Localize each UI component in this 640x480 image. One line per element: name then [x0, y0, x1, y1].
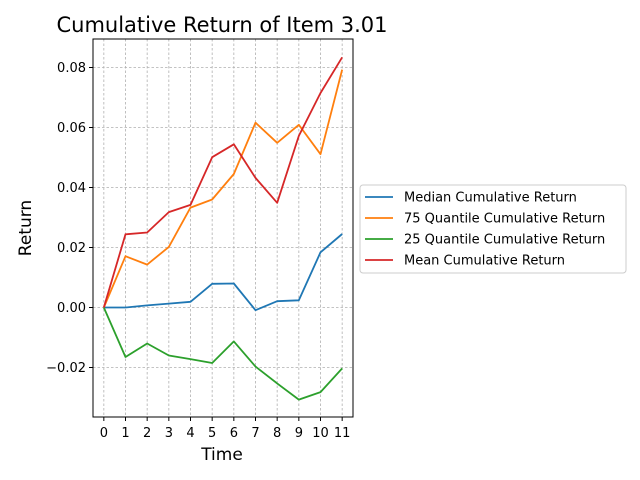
x-tick-label: 10 — [312, 426, 329, 441]
x-tick-label: 8 — [273, 426, 281, 441]
y-tick-label: 0.06 — [57, 121, 86, 136]
series-line-4 — [102, 56, 343, 308]
x-tick-label: 11 — [334, 426, 351, 441]
x-tick-label: 3 — [165, 426, 173, 441]
y-tick-label: 0.02 — [57, 241, 86, 256]
x-axis: 0 1 2 3 4 5 6 7 8 9 10 11 — [100, 417, 351, 441]
legend-label: Median Cumulative Return — [404, 191, 577, 206]
y-tick-label: 0.04 — [57, 181, 86, 196]
series-line-1 — [103, 233, 343, 312]
x-tick-label: 2 — [143, 426, 151, 441]
x-tick-label: 7 — [251, 426, 259, 441]
x-tick-label: 5 — [208, 426, 216, 441]
y-axis-label: Return — [16, 200, 36, 256]
series-line-2 — [103, 69, 344, 308]
x-tick-label: 9 — [295, 426, 303, 441]
chart-title: Cumulative Return of Item 3.01 — [56, 13, 387, 37]
x-tick-label: 1 — [121, 426, 129, 441]
legend-label: Mean Cumulative Return — [404, 254, 565, 269]
grid — [93, 39, 353, 417]
plot-frame — [92, 38, 354, 418]
series-line-3 — [103, 307, 343, 401]
series-lines — [102, 56, 344, 401]
y-tick-label: −0.02 — [46, 361, 86, 376]
x-tick-label: 6 — [230, 426, 238, 441]
x-tick-label: 0 — [100, 426, 108, 441]
legend-box — [359, 184, 627, 274]
legend-label: 75 Quantile Cumulative Return — [404, 212, 605, 227]
x-tick-label: 4 — [186, 426, 194, 441]
legend: Median Cumulative Return 75 Quantile Cumu… — [359, 184, 627, 274]
y-tick-label: 0.00 — [57, 301, 86, 316]
x-axis-label: Time — [200, 445, 243, 465]
y-axis: −0.02 0.00 0.02 0.04 0.06 0.08 — [46, 61, 93, 376]
legend-label: 25 Quantile Cumulative Return — [404, 233, 605, 248]
y-tick-label: 0.08 — [57, 61, 86, 76]
